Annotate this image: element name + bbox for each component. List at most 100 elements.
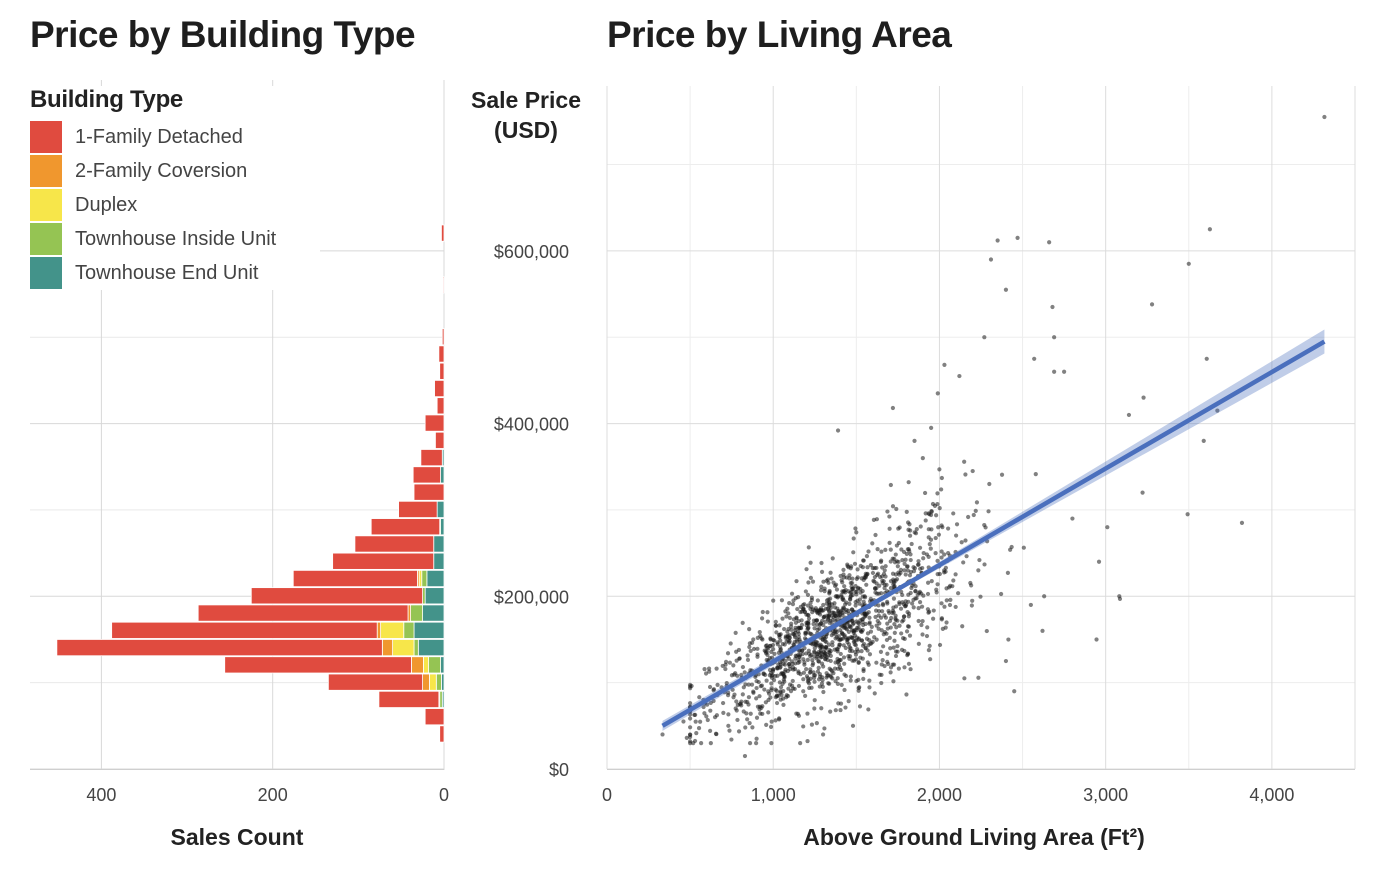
scatter-point	[982, 335, 987, 340]
scatter-point	[999, 472, 1005, 477]
scatter-point	[853, 657, 859, 662]
scatter-point	[837, 637, 843, 643]
scatter-point	[817, 626, 822, 631]
scatter-point	[750, 725, 755, 730]
scatter-point	[801, 724, 806, 729]
scatter-point	[916, 605, 921, 611]
scatter-point	[954, 522, 960, 527]
legend-swatch-1-family-detached	[30, 121, 62, 153]
scatter-point	[736, 729, 742, 734]
scatter-point	[805, 679, 811, 684]
scatter-point	[702, 667, 707, 672]
scatter-point	[916, 618, 921, 624]
histogram-bar-segment	[354, 535, 435, 553]
scatter-point	[1050, 304, 1055, 310]
scatter-point	[907, 533, 913, 538]
scatter-point	[812, 706, 817, 711]
scatter-point	[935, 558, 940, 563]
scatter-point	[842, 687, 847, 693]
scatter-point	[956, 591, 961, 596]
scatter-point	[851, 639, 856, 645]
scatter-point	[742, 670, 747, 675]
scatter-point	[935, 582, 940, 587]
scatter-point	[802, 602, 807, 607]
scatter-point	[824, 578, 829, 583]
scatter-point	[750, 640, 755, 645]
scatter-point	[865, 648, 870, 653]
scatter-point	[1003, 658, 1009, 664]
scatter-point	[897, 525, 902, 530]
legend: Building Type 1-Family Detached 2-Family…	[30, 86, 320, 290]
scatter-point	[904, 509, 909, 514]
scatter-point	[857, 704, 863, 709]
scatter-point	[833, 613, 838, 618]
scatter-point	[982, 562, 987, 567]
histogram-bar-segment	[413, 483, 445, 501]
scatter-point	[916, 641, 921, 646]
scatter-point	[935, 491, 940, 496]
scatter-point	[853, 643, 858, 648]
scatter-point	[872, 579, 877, 584]
scatter-point	[1015, 235, 1020, 241]
scatter-point	[748, 648, 753, 654]
scatter-x-tick-label: 2,000	[917, 785, 962, 805]
scatter-point	[806, 621, 811, 626]
scatter-point	[870, 639, 875, 644]
scatter-point	[926, 648, 931, 653]
scatter-point	[1021, 545, 1026, 550]
scatter-point	[801, 670, 807, 675]
scatter-point	[769, 655, 775, 660]
scatter-point	[772, 651, 777, 656]
scatter-point	[1186, 261, 1191, 266]
legend-label: 1-Family Detached	[75, 125, 243, 148]
scatter-point	[970, 598, 975, 603]
scatter-point	[905, 651, 910, 656]
scatter-point	[819, 681, 825, 686]
legend-item: Townhouse Inside Unit	[30, 222, 320, 256]
histogram-bar-segment	[433, 535, 445, 553]
scatter-point	[877, 583, 882, 588]
scatter-point	[872, 565, 877, 571]
scatter-point	[892, 580, 897, 586]
scatter-point	[835, 595, 840, 600]
scatter-point	[885, 651, 890, 656]
histogram-bar-segment	[441, 224, 445, 242]
histogram-bar-segment	[410, 604, 423, 622]
scatter-point	[934, 513, 939, 518]
scatter-point	[854, 530, 859, 535]
scatter-point	[884, 637, 890, 643]
scatter-point	[824, 645, 829, 650]
histogram-bar-segment	[422, 604, 445, 622]
scatter-point	[786, 686, 791, 691]
scatter-point	[841, 605, 846, 610]
scatter-point	[833, 636, 838, 641]
histogram-bar-segment	[424, 414, 445, 432]
scatter-point	[832, 605, 838, 610]
histogram-bar-segment	[421, 569, 428, 588]
scatter-point	[769, 681, 774, 686]
scatter-point	[897, 601, 902, 607]
scatter-point	[784, 693, 789, 698]
scatter-point	[876, 608, 882, 614]
histogram-x-tick-label: 400	[86, 785, 116, 805]
histogram-bar-segment	[426, 569, 445, 588]
scatter-point	[964, 554, 969, 559]
scatter-point	[805, 592, 811, 597]
scatter-regression	[661, 329, 1326, 731]
scatter-point	[839, 592, 844, 598]
scatter-point	[768, 636, 773, 641]
histogram-bar-segment	[413, 621, 445, 639]
scatter-point	[891, 645, 896, 650]
scatter-point	[890, 504, 896, 509]
scatter-point	[755, 654, 760, 659]
scatter-point	[804, 667, 809, 672]
scatter-point	[746, 682, 751, 687]
scatter-point	[728, 641, 733, 646]
legend-swatch-townhouse-inside-unit	[30, 223, 62, 255]
scatter-point	[802, 636, 808, 641]
scatter-point	[735, 717, 740, 723]
scatter-point	[905, 624, 911, 629]
scatter-point	[907, 573, 913, 578]
histogram-x-axis-label: Sales Count	[171, 824, 304, 850]
scatter-point	[885, 509, 890, 514]
